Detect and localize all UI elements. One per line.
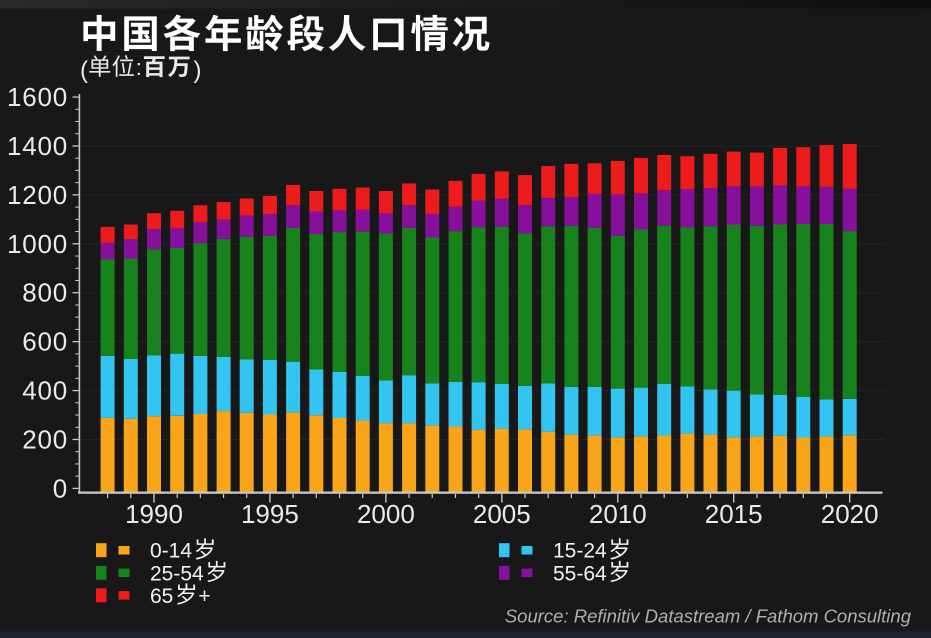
svg-text:0-14: 0-14 xyxy=(150,540,192,563)
svg-text:2005: 2005 xyxy=(473,499,531,529)
svg-text:2015: 2015 xyxy=(705,499,763,529)
svg-text:15-24: 15-24 xyxy=(553,540,607,563)
svg-text:0: 0 xyxy=(53,473,68,503)
svg-text:(: ( xyxy=(80,57,88,84)
svg-text:800: 800 xyxy=(22,278,68,308)
svg-text:55-64: 55-64 xyxy=(553,562,607,585)
svg-text:1600: 1600 xyxy=(7,82,68,112)
svg-text:+: + xyxy=(198,585,210,608)
svg-text:1990: 1990 xyxy=(125,499,183,529)
svg-text:1400: 1400 xyxy=(7,131,68,161)
svg-text:): ) xyxy=(194,57,202,84)
svg-text:200: 200 xyxy=(22,425,68,455)
svg-text:2000: 2000 xyxy=(357,499,415,529)
svg-text:1000: 1000 xyxy=(7,229,68,259)
svg-text:1995: 1995 xyxy=(241,499,299,529)
svg-text:1200: 1200 xyxy=(7,180,68,210)
svg-text::: : xyxy=(136,55,142,80)
svg-text:2020: 2020 xyxy=(821,499,879,529)
svg-text:65: 65 xyxy=(150,585,173,608)
svg-text:2010: 2010 xyxy=(589,499,647,529)
svg-text:25-54: 25-54 xyxy=(150,562,204,585)
svg-text:400: 400 xyxy=(22,376,68,406)
svg-text:600: 600 xyxy=(22,327,68,357)
svg-text:Source: Refinitiv Datastream /: Source: Refinitiv Datastream / Fathom Co… xyxy=(505,606,912,627)
